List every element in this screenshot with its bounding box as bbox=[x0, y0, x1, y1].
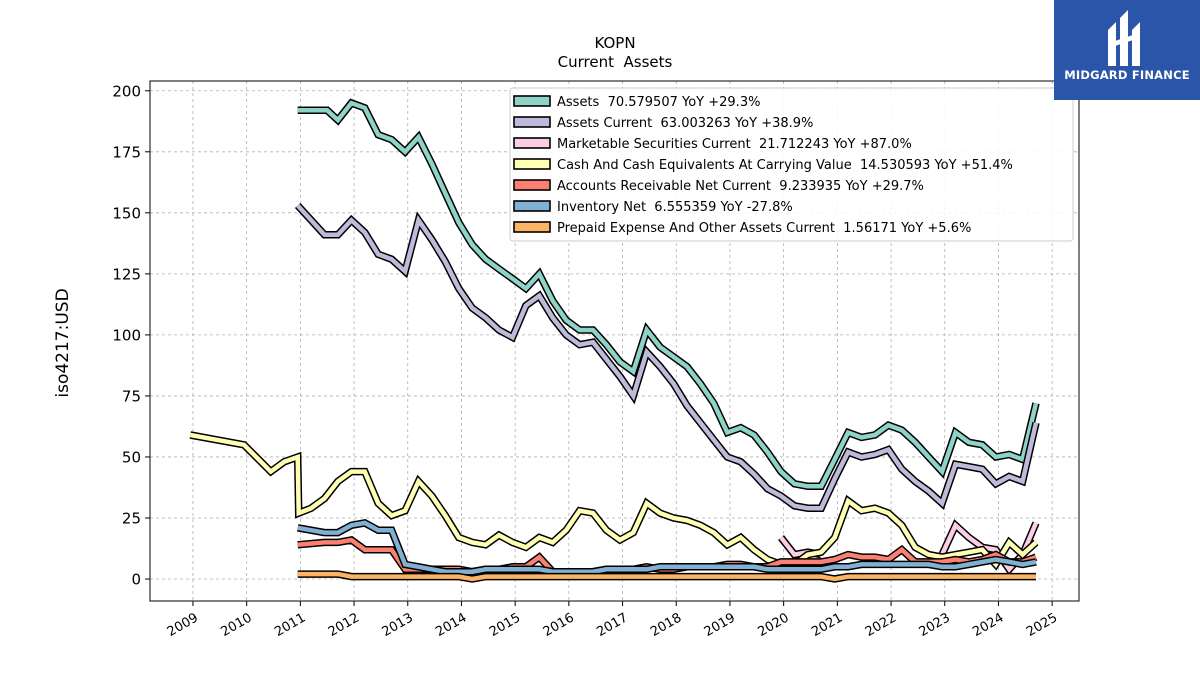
y-tick-label: 0 bbox=[131, 571, 141, 589]
legend-swatch bbox=[513, 158, 551, 170]
y-tick-label: 150 bbox=[112, 204, 141, 222]
y-tick-label: 25 bbox=[122, 509, 141, 527]
legend-entry: Accounts Receivable Net Current 9.233935… bbox=[557, 179, 924, 194]
chart-subtitle: Current Assets bbox=[558, 53, 673, 71]
legend-swatch bbox=[513, 95, 551, 107]
legend: Assets 70.579507 YoY +29.3% Assets Curren… bbox=[509, 87, 1074, 242]
logo-text: MIDGARD FINANCE bbox=[1064, 68, 1190, 82]
chart-title: KOPN bbox=[594, 34, 635, 52]
y-tick-label: 125 bbox=[112, 265, 141, 283]
y-tick-label: 175 bbox=[112, 143, 141, 161]
y-tick-label: 50 bbox=[122, 448, 141, 466]
legend-entry: Cash And Cash Equivalents At Carrying Va… bbox=[557, 158, 1013, 173]
series-lines bbox=[189, 98, 1040, 583]
y-tick-label: 100 bbox=[112, 326, 141, 344]
legend-entry: Prepaid Expense And Other Assets Current… bbox=[557, 221, 971, 236]
series-line bbox=[297, 571, 1036, 582]
plot-frame bbox=[149, 80, 1080, 602]
y-tick-label: 200 bbox=[112, 82, 141, 100]
legend-entry: Inventory Net 6.555359 YoY -27.8% bbox=[557, 200, 793, 215]
logo-mark-icon bbox=[1108, 10, 1140, 66]
y-tick-label: 75 bbox=[122, 387, 141, 405]
series-line bbox=[297, 520, 1037, 574]
legend-entry: Assets 70.579507 YoY +29.3% bbox=[557, 95, 760, 110]
legend-swatch bbox=[513, 179, 551, 191]
legend-entry: Assets Current 63.003263 YoY +38.9% bbox=[557, 116, 813, 131]
brand-logo: MIDGARD FINANCE bbox=[1054, 0, 1200, 100]
legend-swatch bbox=[513, 200, 551, 212]
series-prepaid-expense-and-other-assets-current bbox=[297, 570, 1036, 583]
series-line bbox=[296, 203, 1039, 511]
legend-entry: Marketable Securities Current 21.712243 … bbox=[557, 137, 912, 152]
legend-box bbox=[509, 87, 1074, 242]
legend-swatch bbox=[513, 137, 551, 149]
series-line bbox=[297, 100, 1039, 489]
series-line bbox=[189, 432, 1038, 569]
series-assets-current bbox=[294, 202, 1040, 512]
legend-swatch bbox=[513, 116, 551, 128]
series-inventory-net bbox=[297, 518, 1037, 576]
y-axis-label: iso4217:USD bbox=[53, 288, 73, 397]
series-assets bbox=[297, 98, 1040, 491]
series-cash-and-cash-equivalents-at-carrying-value bbox=[189, 431, 1039, 571]
legend-swatch bbox=[513, 221, 551, 233]
